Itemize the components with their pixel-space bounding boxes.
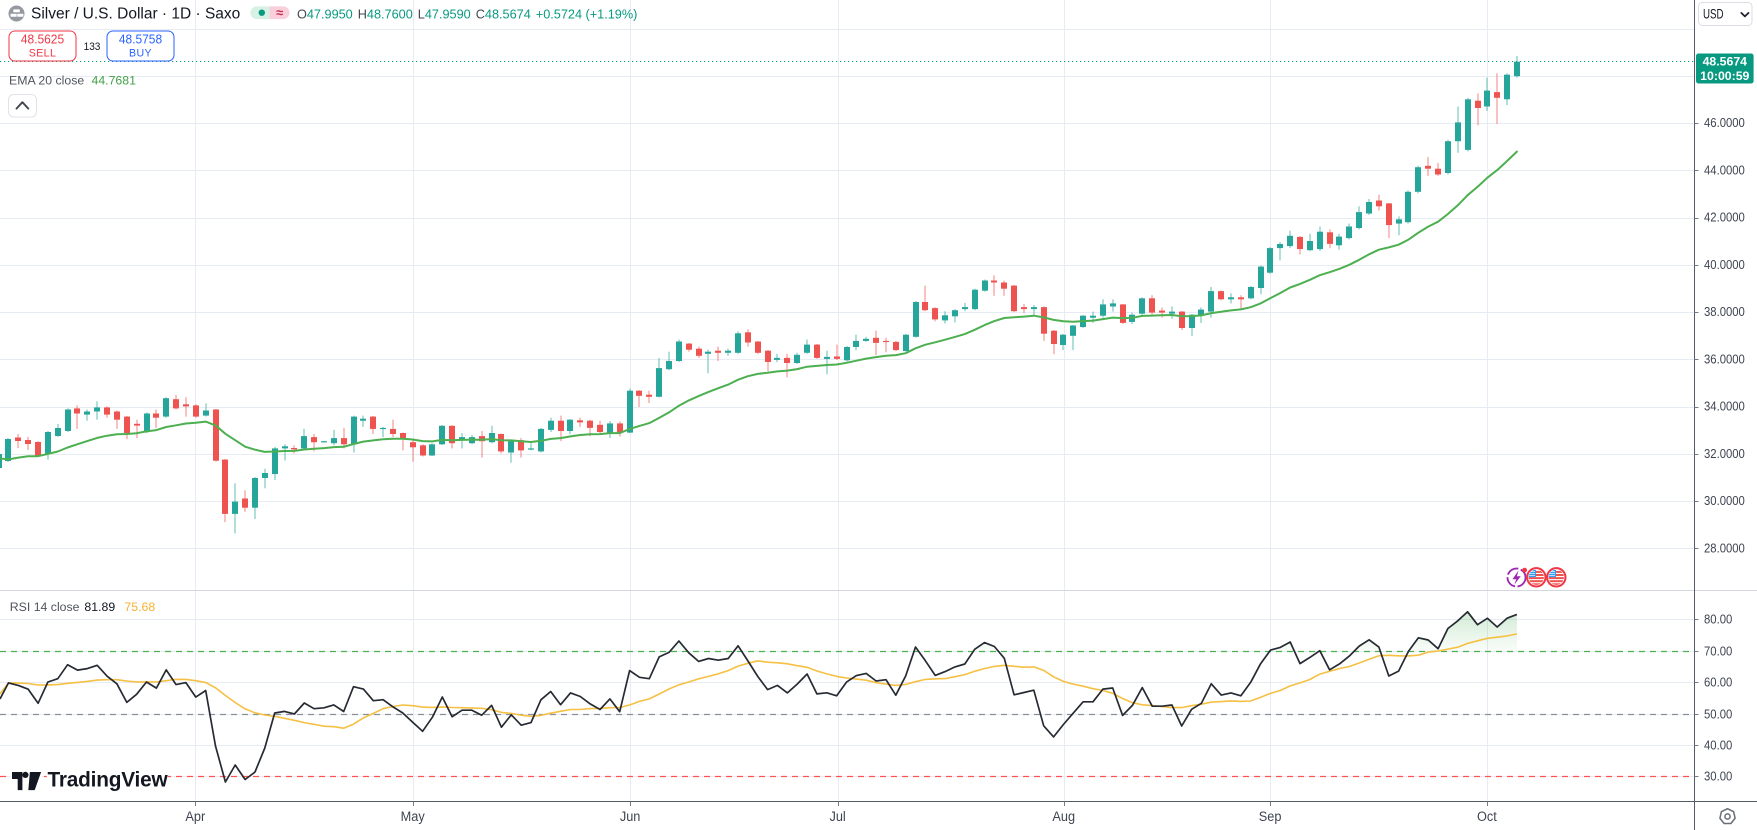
svg-text:EMA 20 close: EMA 20 close [9,73,84,87]
svg-text:46.0000: 46.0000 [1704,115,1745,130]
svg-text:BUY: BUY [129,48,152,60]
svg-text:60.00: 60.00 [1704,675,1732,690]
svg-text:80.00: 80.00 [1704,612,1732,627]
svg-text:133: 133 [84,41,101,53]
svg-text:38.0000: 38.0000 [1704,304,1745,319]
svg-text:10:00:59: 10:00:59 [1700,69,1749,83]
svg-text:30.00: 30.00 [1704,769,1732,784]
svg-text:81.89: 81.89 [84,600,115,614]
svg-text:Aug: Aug [1052,808,1075,824]
svg-text:48.5758: 48.5758 [119,32,162,46]
svg-text:44.0000: 44.0000 [1704,163,1745,178]
svg-text:TradingView: TradingView [48,768,169,791]
svg-text:Oct: Oct [1477,808,1497,824]
svg-text:36.0000: 36.0000 [1704,352,1745,367]
svg-text:42.0000: 42.0000 [1704,210,1745,225]
svg-text:≈: ≈ [276,5,283,20]
svg-text:Sep: Sep [1259,808,1282,824]
svg-text:May: May [401,808,425,824]
svg-text:USD: USD [1703,7,1724,22]
svg-text:40.0000: 40.0000 [1704,257,1745,272]
svg-text:Jul: Jul [829,808,845,824]
svg-text:34.0000: 34.0000 [1704,399,1745,414]
svg-text:Apr: Apr [185,808,205,824]
svg-text:Silver / U.S. Dollar · 1D · Sa: Silver / U.S. Dollar · 1D · Saxo [31,5,240,22]
svg-text:32.0000: 32.0000 [1704,446,1745,461]
svg-text:50.00: 50.00 [1704,707,1732,722]
svg-text:70.00: 70.00 [1704,644,1732,659]
svg-text:44.7681: 44.7681 [92,73,137,87]
svg-text:48.5674: 48.5674 [1703,55,1748,69]
svg-text:28.0000: 28.0000 [1704,541,1745,556]
svg-text:40.00: 40.00 [1704,738,1732,753]
svg-text:Jun: Jun [620,808,641,824]
svg-text:30.0000: 30.0000 [1704,493,1745,508]
svg-text:48.5625: 48.5625 [21,32,64,46]
svg-text:RSI 14 close: RSI 14 close [10,600,80,614]
svg-text:SELL: SELL [29,48,57,60]
svg-text:75.68: 75.68 [124,600,155,614]
